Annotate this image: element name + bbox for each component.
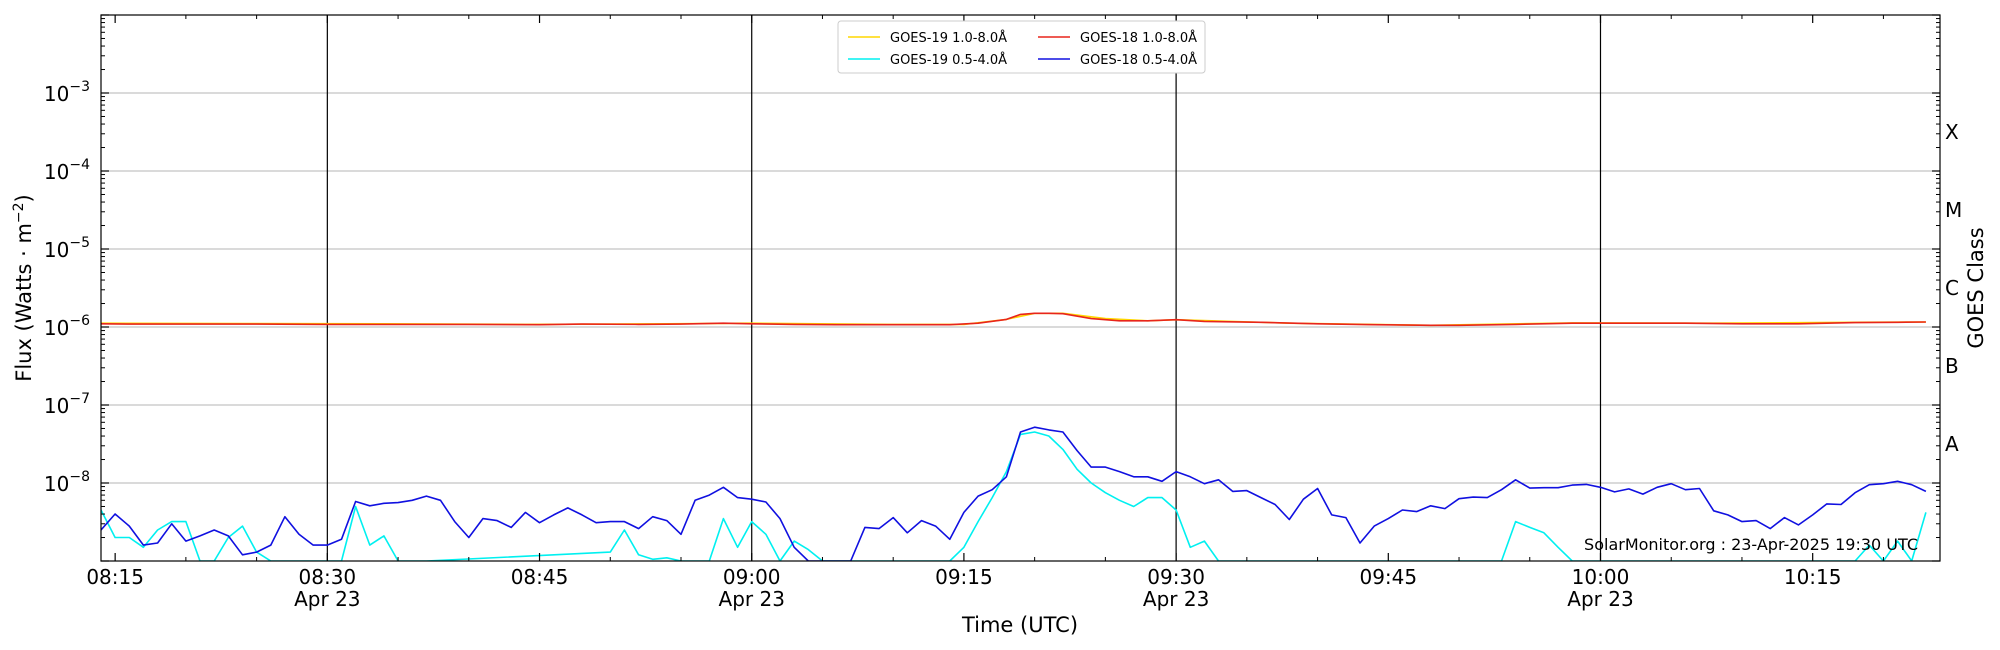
goes-class-m: M — [1945, 198, 1962, 222]
y-tick-label: 10−8 — [44, 469, 90, 496]
y-tick-label-exponent: −7 — [69, 391, 90, 407]
y-tick-label-exponent: −8 — [69, 469, 90, 485]
x-tick-label: 08:30 — [299, 565, 357, 589]
y-tick-label-base: 10 — [44, 316, 69, 340]
y-tick-label-exponent: −6 — [69, 313, 90, 329]
y-axis-label-base: Flux (Watts · m — [12, 223, 36, 382]
legend-label: GOES-18 0.5-4.0Å — [1080, 52, 1197, 68]
y-tick-label-exponent: −3 — [69, 79, 90, 95]
legend-label: GOES-19 1.0-8.0Å — [890, 30, 1007, 46]
series-line-goes-18-0-5-4-0 — [101, 426, 1927, 561]
x-tick-label: 09:15 — [935, 565, 993, 589]
goes-class-a: A — [1945, 432, 1959, 456]
x-tick-date-label: Apr 23 — [294, 587, 360, 611]
y-tick-label-base: 10 — [44, 472, 69, 496]
legend-box — [837, 20, 1206, 74]
x-tick-label: 08:15 — [86, 565, 144, 589]
y-tick-label-base: 10 — [44, 238, 69, 262]
goes-class-c: C — [1945, 276, 1959, 300]
x-tick-label: 09:30 — [1147, 565, 1205, 589]
goes-class-labels: A B C M X — [1945, 120, 1962, 456]
x-axis-label: Time (UTC) — [961, 613, 1078, 637]
y-tick-label-exponent: −5 — [69, 235, 90, 251]
legend-label: GOES-19 0.5-4.0Å — [890, 52, 1007, 68]
y-axis-label-close: ) — [12, 194, 36, 202]
x-tick-label: 08:45 — [511, 565, 569, 589]
goes-class-b: B — [1945, 354, 1959, 378]
y-tick-label: 10−4 — [44, 157, 90, 184]
axis-ticks — [101, 14, 1940, 562]
x-tick-label: 10:00 — [1572, 565, 1630, 589]
y-tick-label-base: 10 — [44, 160, 69, 184]
x-tick-label: 09:00 — [723, 565, 781, 589]
x-tick-label: 09:45 — [1359, 565, 1417, 589]
y-tick-label: 10−6 — [44, 313, 90, 340]
y-tick-labels: 10−810−710−610−510−410−3 — [44, 79, 90, 496]
x-tick-date-label: Apr 23 — [1567, 587, 1633, 611]
x-tick-date-label: Apr 23 — [1143, 587, 1209, 611]
date-marker-lines — [326, 15, 1602, 561]
y-tick-label: 10−7 — [44, 391, 90, 418]
y-tick-label-base: 10 — [44, 394, 69, 418]
y-axis-label-exponent: −2 — [11, 202, 27, 223]
plot-frame — [100, 14, 1941, 562]
watermark-text: SolarMonitor.org : 23-Apr-2025 19:30 UTC — [1584, 535, 1918, 554]
goes-class-x: X — [1945, 120, 1959, 144]
x-tick-date-label: Apr 23 — [719, 587, 785, 611]
legend: GOES-19 1.0-8.0Å GOES-19 0.5-4.0Å GOES-18 … — [837, 20, 1206, 74]
y-tick-label-base: 10 — [44, 82, 69, 106]
legend-label: GOES-18 1.0-8.0Å — [1080, 30, 1197, 46]
grid-lines — [101, 92, 1940, 484]
goes-class-axis-label: GOES Class — [1964, 227, 1988, 348]
y-tick-label: 10−5 — [44, 235, 90, 262]
series-line-goes-18-1-0-8-0 — [101, 312, 1926, 327]
y-tick-label: 10−3 — [44, 79, 90, 106]
y-tick-label-exponent: −4 — [69, 157, 90, 173]
x-tick-label: 10:15 — [1784, 565, 1842, 589]
data-series — [101, 312, 1927, 561]
y-axis-label: Flux (Watts · m−2) — [11, 194, 36, 382]
series-line-goes-19-0-5-4-0 — [101, 431, 1927, 561]
